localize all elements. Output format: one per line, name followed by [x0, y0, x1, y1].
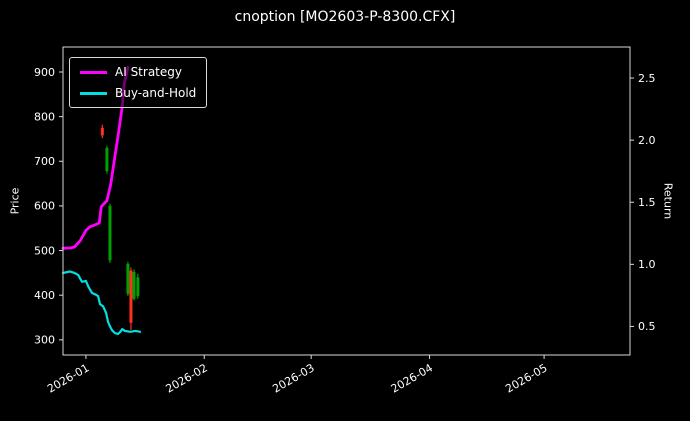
legend: AI Strategy Buy-and-Hold [69, 57, 208, 108]
price-tick-label: 600 [34, 200, 55, 213]
price-tick-label: 700 [34, 155, 55, 168]
date-tick-label: 2026-03 [270, 361, 316, 395]
date-tick-label: 2026-04 [389, 361, 435, 395]
candle-body [126, 263, 130, 294]
candle-body [100, 127, 104, 136]
return-tick-label: 2.5 [638, 72, 656, 85]
price-tick-label: 400 [34, 289, 55, 302]
date-tick-label: 2026-05 [503, 361, 549, 395]
date-tick-label: 2026-02 [163, 361, 209, 395]
candle-body [136, 277, 140, 297]
candle-body [105, 147, 109, 172]
series-line-ai-strategy [61, 66, 130, 250]
legend-swatch-ai-strategy [80, 70, 107, 74]
price-tick-label: 500 [34, 244, 55, 257]
legend-label-ai-strategy: AI Strategy [115, 65, 182, 79]
plot-border [62, 46, 631, 356]
candle-body [129, 270, 133, 323]
return-tick-label: 2.0 [638, 134, 656, 147]
series-line-buy-and-hold [61, 270, 142, 336]
legend-label-buy-and-hold: Buy-and-Hold [115, 86, 197, 100]
legend-item-buy-and-hold: Buy-and-Hold [80, 86, 196, 100]
price-tick-label: 900 [34, 66, 55, 79]
candle-body [132, 271, 136, 299]
price-tick-label: 300 [34, 334, 55, 347]
price-tick-label: 800 [34, 110, 55, 123]
date-tick-label: 2026-01 [45, 361, 91, 395]
return-tick-label: 0.5 [638, 320, 656, 333]
legend-swatch-buy-and-hold [80, 91, 107, 95]
chart-title: cnoption [MO2603-P-8300.CFX] [234, 9, 456, 25]
legend-item-ai-strategy: AI Strategy [80, 65, 196, 79]
candle-body [108, 205, 112, 261]
return-tick-label: 1.0 [638, 258, 656, 271]
return-tick-label: 1.5 [638, 196, 656, 209]
